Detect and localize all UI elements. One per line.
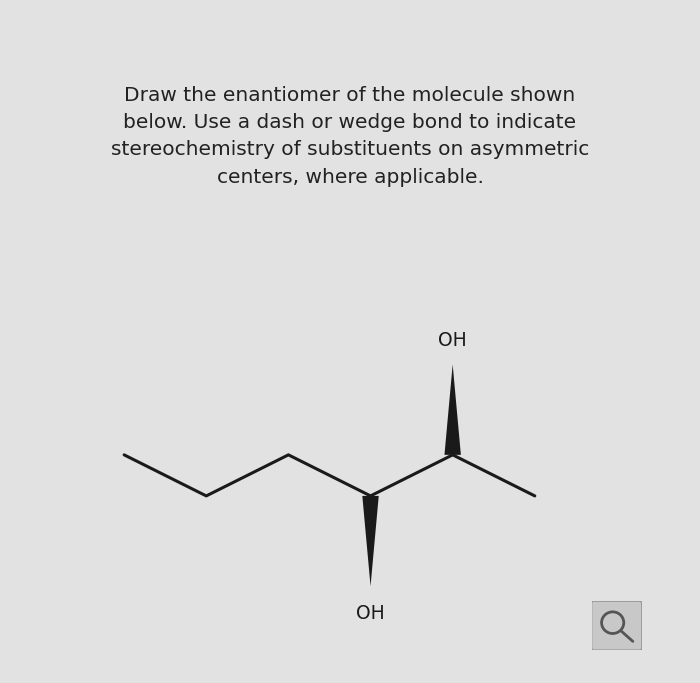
FancyBboxPatch shape xyxy=(592,601,642,650)
Polygon shape xyxy=(444,365,461,455)
Text: OH: OH xyxy=(438,331,467,350)
Text: Draw the enantiomer of the molecule shown
below. Use a dash or wedge bond to ind: Draw the enantiomer of the molecule show… xyxy=(111,86,589,186)
Polygon shape xyxy=(363,496,379,586)
Text: OH: OH xyxy=(356,604,385,624)
